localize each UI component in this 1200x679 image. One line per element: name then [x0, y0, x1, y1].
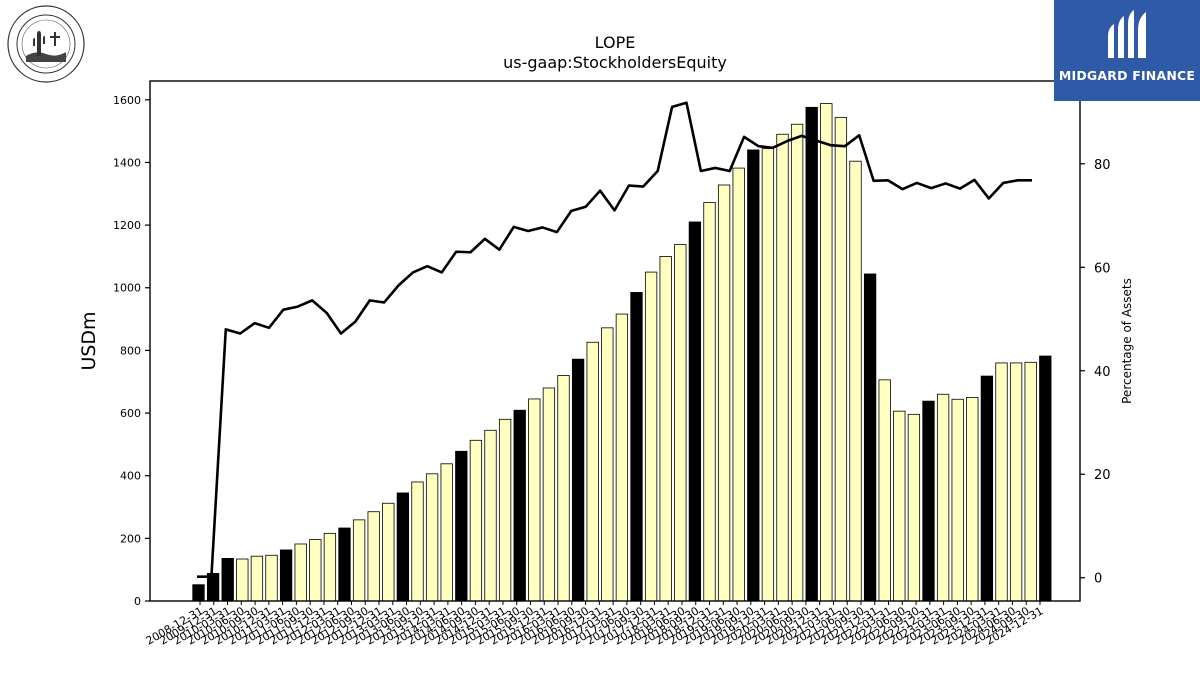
bar	[936, 393, 950, 602]
chart-title: LOPE	[595, 33, 636, 52]
y-tick-label: 800	[120, 344, 141, 357]
bar	[1039, 355, 1052, 602]
bar	[995, 362, 1008, 602]
university-seal-logo	[6, 4, 86, 84]
y-axis-label: USDm	[78, 311, 100, 370]
bar	[250, 555, 264, 602]
bar	[352, 519, 366, 602]
bar	[382, 502, 395, 602]
bar	[893, 410, 906, 602]
bar	[1024, 361, 1037, 602]
bar	[863, 273, 877, 602]
bar	[820, 103, 833, 602]
bar	[688, 221, 702, 602]
bar	[674, 244, 687, 602]
bar	[236, 558, 249, 602]
bar	[411, 481, 424, 602]
bar	[586, 341, 599, 602]
plot-frame	[149, 80, 1081, 602]
bar	[542, 387, 556, 602]
bar	[323, 532, 337, 602]
bar	[513, 409, 526, 602]
bar	[776, 133, 789, 602]
bar	[338, 527, 351, 602]
bar	[732, 167, 745, 602]
bar	[805, 106, 818, 602]
y-tick-label: 1400	[113, 156, 141, 169]
bar	[761, 148, 775, 602]
y2-tick-label: 80	[1094, 158, 1111, 173]
axes	[149, 80, 1081, 602]
chart-subtitle: us-gaap:StockholdersEquity	[503, 53, 727, 72]
bar	[601, 327, 614, 602]
bar	[528, 398, 541, 602]
bar-series	[192, 103, 1052, 602]
bar	[265, 554, 278, 602]
bar	[747, 149, 760, 602]
y2-tick-label: 60	[1094, 261, 1111, 276]
bar	[557, 375, 570, 602]
bar	[878, 379, 891, 602]
y-tick-label: 1200	[113, 219, 141, 232]
bar	[703, 202, 716, 602]
bar	[644, 271, 658, 602]
seal-icon	[7, 5, 85, 83]
bar	[571, 358, 585, 602]
y-tick-label: 1600	[113, 94, 141, 107]
bar	[951, 398, 964, 602]
y-tick-label: 200	[120, 532, 141, 545]
bar	[294, 543, 307, 602]
bar	[498, 418, 512, 602]
bar	[922, 400, 935, 602]
y-tick-label: 400	[120, 470, 141, 483]
bar	[615, 313, 629, 602]
y-tick-label: 600	[120, 407, 141, 420]
midgard-logo-text: MIDGARD FINANCE	[1058, 68, 1196, 83]
bar	[1009, 362, 1023, 602]
midgard-finance-logo: MIDGARD FINANCE	[1054, 0, 1200, 101]
bar	[659, 256, 672, 602]
x-tick-labels: 2008-12-312009-12-312010-03-312010-06-30…	[144, 601, 1046, 648]
line-path	[197, 101, 1032, 578]
y2-tick-label: 40	[1094, 365, 1111, 380]
y2-tick-label: 20	[1094, 468, 1111, 483]
bar	[849, 160, 862, 602]
bar	[469, 439, 483, 602]
bar	[455, 450, 468, 602]
y-tick-label: 0	[134, 595, 141, 608]
y-tick-labels: 0 200 400 600 800 1000 1200 1400 1600	[113, 94, 150, 608]
bar	[630, 292, 643, 602]
bar	[907, 413, 921, 602]
y-tick-label: 1000	[113, 282, 141, 295]
y2-tick-label: 0	[1094, 572, 1102, 587]
bar	[396, 492, 410, 602]
line-series	[197, 101, 1032, 578]
y2-axis-label: Percentage of Assets	[1120, 278, 1134, 404]
bar	[279, 549, 293, 602]
bar	[790, 123, 804, 602]
bar	[834, 116, 848, 602]
bar	[309, 539, 322, 602]
midgard-logo-icon	[1108, 10, 1146, 58]
bar	[980, 375, 994, 602]
bar	[440, 463, 453, 602]
y2-tick-labels: 0 20 40 60 80	[1080, 158, 1111, 587]
bar	[221, 558, 234, 602]
bar	[484, 429, 497, 602]
bar	[367, 511, 380, 602]
bar	[425, 473, 439, 602]
bar	[966, 396, 979, 602]
bar	[192, 584, 205, 602]
bar	[717, 184, 731, 602]
